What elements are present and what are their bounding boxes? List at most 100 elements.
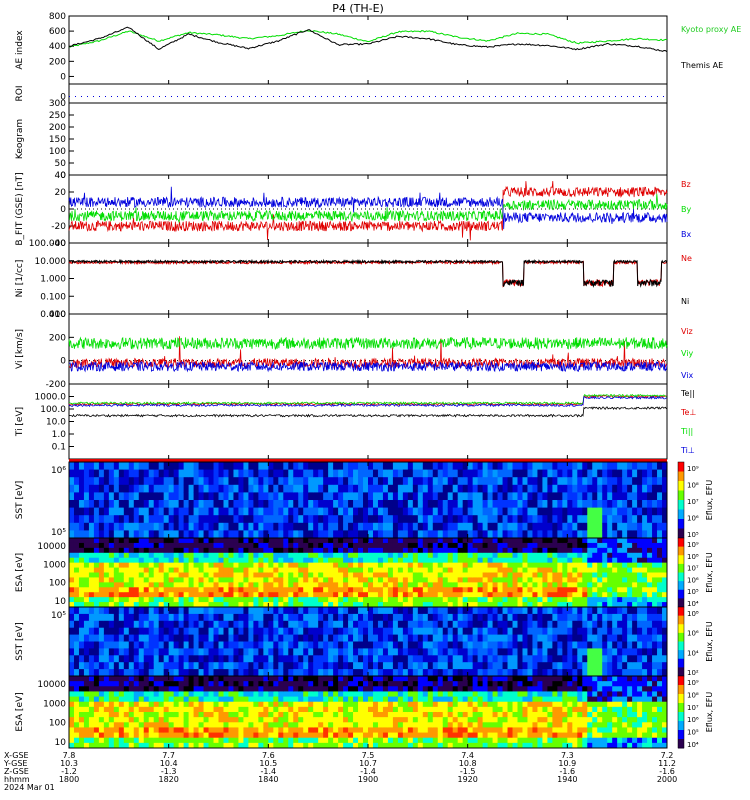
sst_elec-cell xyxy=(487,641,494,649)
sst_ion-cell xyxy=(153,484,160,493)
sst_elec-cell xyxy=(328,641,334,649)
esa_elec-cell xyxy=(208,732,215,739)
sst_ion-cell xyxy=(133,507,140,516)
sst_elec-cell xyxy=(467,613,474,622)
esa_ion-cell xyxy=(353,602,359,608)
esa_elec-cell xyxy=(173,742,180,749)
sst_elec-cell xyxy=(123,669,130,677)
sst_elec-cell xyxy=(542,655,548,663)
esa_ion-cell xyxy=(592,542,598,549)
sst_ion-cell xyxy=(447,492,454,501)
sst_ion-cell xyxy=(198,530,205,539)
sst_ion-cell xyxy=(88,462,95,471)
sst_elec-cell xyxy=(432,634,439,642)
temperature-tick-label: 10.0 xyxy=(46,418,66,428)
sst_ion-cell xyxy=(143,477,150,486)
sst_elec-cell xyxy=(238,607,244,615)
sst_ion-cell xyxy=(193,522,200,531)
esa_elec-cell xyxy=(93,676,100,682)
esa_ion-cell xyxy=(437,602,444,608)
esa_elec-cell xyxy=(253,717,259,723)
sst_ion-cell xyxy=(353,500,359,509)
sst_elec-cell xyxy=(168,634,175,642)
esa_elec-cell xyxy=(148,691,155,698)
esa_ion-cell xyxy=(532,557,538,564)
sst_ion-cell xyxy=(522,484,528,493)
esa_ion-cell xyxy=(168,557,175,564)
esa_ion-cell xyxy=(512,602,518,608)
esa_ion-cell xyxy=(632,587,638,593)
sst_ion-cell xyxy=(78,530,85,539)
esa_elec-cell xyxy=(178,691,185,698)
esa_ion-cell xyxy=(358,567,364,573)
esa_ion-cell xyxy=(372,582,379,588)
esa_ion-cell xyxy=(368,562,374,569)
sst_ion-cell xyxy=(602,462,608,471)
sst_ion-cell xyxy=(377,515,384,524)
sst_ion-cell xyxy=(323,530,329,539)
esa_elec-cell xyxy=(228,681,234,687)
sst_ion-cell xyxy=(517,500,523,509)
sst_ion-cell xyxy=(138,462,145,471)
esa_elec-cell xyxy=(93,701,100,708)
esa_ion-cell xyxy=(602,577,608,583)
esa_elec-cell xyxy=(188,722,195,728)
esa_elec-cell xyxy=(69,686,75,692)
sst_ion-cell xyxy=(203,462,210,471)
sst_elec-cell xyxy=(377,634,384,642)
sst_ion-cell xyxy=(647,507,653,516)
sst_ion-cell xyxy=(103,530,110,539)
esa_elec-cell xyxy=(168,712,175,718)
sst_elec-cell xyxy=(323,620,329,629)
sst_elec-cell xyxy=(83,648,90,656)
sst_ion-cell xyxy=(123,484,130,493)
sst_elec-cell xyxy=(308,620,314,629)
sst_elec-cell xyxy=(377,669,384,677)
esa_ion-cell xyxy=(308,557,314,564)
esa_ion-cell xyxy=(627,577,633,583)
esa_elec-cell xyxy=(98,722,105,728)
sst_elec-cell xyxy=(397,620,404,629)
esa_elec-cell xyxy=(108,727,115,734)
sst_elec-cell xyxy=(477,669,484,677)
sst_elec-cell xyxy=(173,662,180,670)
sst_elec-cell xyxy=(572,607,578,615)
esa_ion-cell xyxy=(397,577,404,583)
esa_ion-cell xyxy=(288,567,294,573)
sst_elec-cell xyxy=(108,662,115,670)
esa_ion-cell xyxy=(148,592,155,598)
sst_elec-cell xyxy=(288,613,294,622)
sst_ion-cell xyxy=(417,484,424,493)
sst_ion-cell xyxy=(382,500,389,509)
sst_ion-cell xyxy=(647,530,653,539)
sst_ion-cell xyxy=(552,522,558,531)
esa_ion-cell xyxy=(662,587,668,593)
esa_elec-cell xyxy=(268,706,274,713)
esa_ion-cell xyxy=(407,567,414,573)
sst_elec-cell xyxy=(567,634,573,642)
esa_ion-cell xyxy=(283,562,289,569)
esa_ion-cell xyxy=(223,597,229,603)
sst_elec-cell xyxy=(118,620,125,629)
esa_ion-cell xyxy=(128,562,135,569)
sst_ion-cell xyxy=(298,484,304,493)
sst_ion-cell xyxy=(567,515,573,524)
esa_ion-cell xyxy=(338,552,344,559)
sst_ion-cell xyxy=(632,500,638,509)
esa_ion-cell xyxy=(218,587,224,593)
esa_ion-cell xyxy=(407,597,414,603)
esa_ion-cell xyxy=(552,582,558,588)
sst_elec-cell xyxy=(587,655,593,663)
sst_ion-cell xyxy=(582,530,588,539)
sst_ion-cell xyxy=(607,500,613,509)
esa_ion-cell xyxy=(243,538,249,544)
esa_elec-cell xyxy=(193,712,200,718)
sst_ion-cell xyxy=(627,462,633,471)
sst_ion-cell xyxy=(203,515,210,524)
sst_elec-cell xyxy=(547,641,553,649)
sst_ion-cell xyxy=(577,515,583,524)
sst_ion-tick-label: 10⁵ xyxy=(51,528,66,538)
sst_ion-cell xyxy=(323,507,329,516)
esa_ion-cell xyxy=(592,592,598,598)
sst_ion-cell xyxy=(358,500,364,509)
